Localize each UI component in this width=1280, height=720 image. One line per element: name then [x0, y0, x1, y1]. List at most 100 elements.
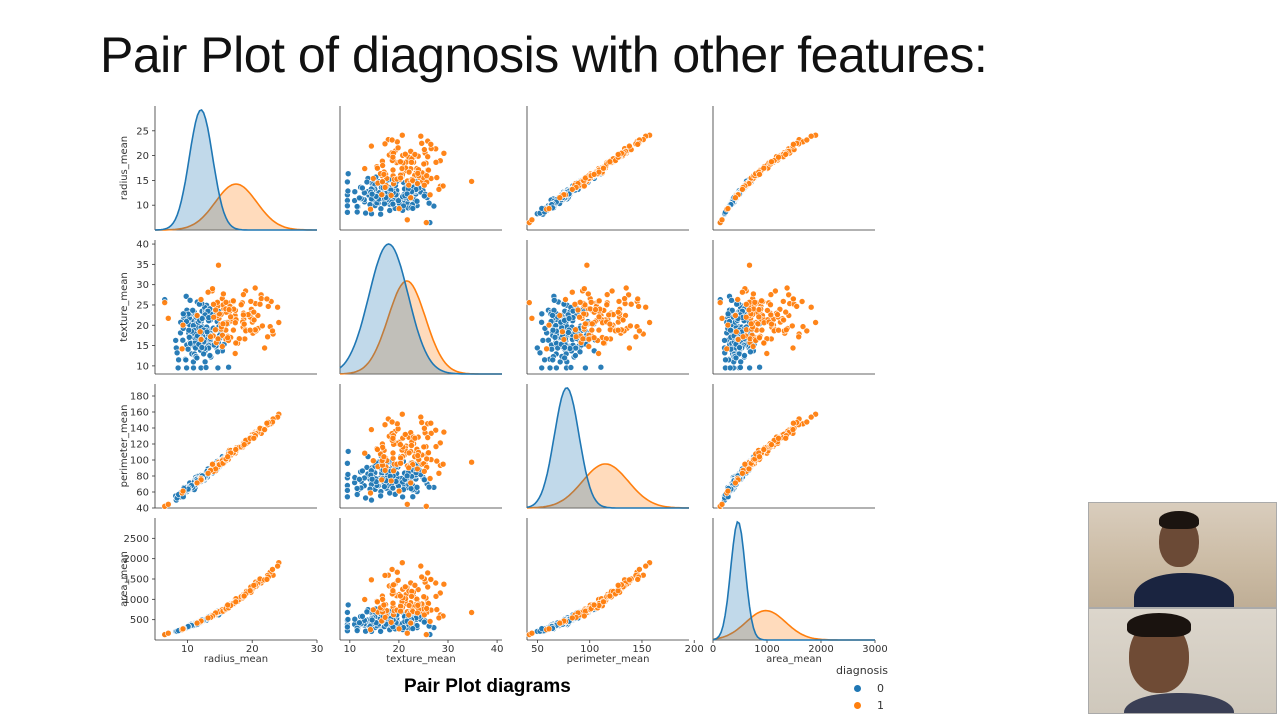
- scatter-point-1: [380, 601, 388, 609]
- scatter-point-1: [401, 583, 409, 591]
- scatter-point-1: [257, 295, 265, 302]
- scatter-point-1: [381, 614, 389, 621]
- scatter-point-1: [398, 131, 406, 139]
- scatter-point-1: [274, 303, 281, 311]
- scatter-point-1: [251, 284, 259, 292]
- scatter-point-1: [755, 306, 763, 313]
- x-axis-label: texture_mean: [386, 654, 455, 665]
- scatter-point-1: [250, 434, 258, 442]
- scatter-point-1: [407, 479, 415, 487]
- scatter-point-0: [179, 336, 187, 344]
- scatter-point-1: [595, 313, 603, 321]
- legend-item-0: 0: [836, 680, 888, 697]
- scatter-point-1: [767, 301, 774, 309]
- scatter-point-1: [600, 598, 607, 606]
- scatter-point-1: [405, 464, 413, 472]
- scatter-point-1: [724, 321, 732, 329]
- scatter-point-0: [551, 333, 559, 341]
- scatter-point-1: [367, 626, 374, 633]
- scatter-point-1: [439, 182, 447, 190]
- scatter-point-1: [388, 136, 396, 144]
- scatter-point-1: [250, 308, 258, 316]
- y-tick-label: 500: [130, 615, 149, 626]
- scatter-point-1: [580, 285, 588, 293]
- scatter-point-1: [608, 287, 616, 295]
- scatter-point-1: [634, 141, 642, 148]
- scatter-point-1: [420, 443, 428, 451]
- x-tick-label: 10: [343, 644, 356, 655]
- scatter-point-1: [210, 300, 217, 308]
- scatter-point-1: [263, 576, 271, 583]
- scatter-point-1: [212, 306, 219, 314]
- scatter-point-1: [275, 319, 283, 326]
- scatter-point-1: [433, 457, 441, 465]
- scatter-point-1: [568, 288, 576, 296]
- scatter-point-1: [236, 335, 243, 343]
- scatter-point-0: [582, 364, 589, 372]
- scatter-point-0: [353, 203, 361, 210]
- scatter-point-1: [414, 609, 421, 617]
- scatter-point-1: [395, 205, 403, 212]
- scatter-point-0: [565, 329, 572, 336]
- scatter-point-1: [417, 413, 425, 421]
- legend-label-1: 1: [877, 699, 884, 712]
- scatter-point-1: [214, 335, 222, 343]
- scatter-point-1: [403, 216, 411, 224]
- scatter-point-0: [344, 459, 351, 467]
- scatter-point-1: [741, 460, 749, 468]
- scatter-point-1: [433, 174, 441, 181]
- scatter-point-1: [394, 576, 402, 584]
- x-tick-label: 2000: [808, 644, 833, 655]
- scatter-point-1: [401, 431, 409, 438]
- scatter-point-0: [344, 487, 351, 494]
- scatter-point-1: [775, 326, 782, 334]
- scatter-point-1: [387, 477, 395, 485]
- scatter-point-1: [590, 334, 598, 342]
- scatter-point-1: [528, 629, 536, 637]
- scatter-point-1: [427, 141, 435, 148]
- scatter-point-1: [388, 418, 396, 426]
- scatter-point-0: [198, 344, 206, 351]
- scatter-point-1: [389, 455, 397, 462]
- scatter-point-1: [369, 457, 377, 465]
- scatter-point-1: [403, 629, 411, 637]
- scatter-point-0: [425, 483, 433, 491]
- scatter-point-1: [381, 140, 389, 148]
- scatter-point-1: [398, 410, 406, 418]
- scatter-point-1: [768, 158, 775, 165]
- scatter-point-0: [747, 348, 754, 356]
- scatter-point-0: [420, 192, 428, 200]
- scatter-point-1: [232, 446, 240, 453]
- scatter-point-1: [798, 298, 806, 305]
- scatter-point-1: [432, 159, 440, 166]
- scatter-point-0: [538, 318, 545, 326]
- scatter-point-1: [407, 619, 415, 627]
- x-tick-label: 3000: [862, 644, 887, 655]
- scatter-point-1: [209, 460, 216, 468]
- scatter-point-1: [426, 618, 434, 625]
- scatter-point-1: [224, 334, 231, 342]
- x-tick-label: 50: [531, 644, 544, 655]
- scatter-point-1: [782, 434, 790, 442]
- scatter-point-1: [379, 162, 386, 169]
- x-axis-label: area_mean: [766, 654, 822, 665]
- scatter-point-0: [413, 483, 421, 491]
- scatter-point-1: [246, 326, 254, 334]
- scatter-point-1: [763, 350, 771, 357]
- scatter-point-1: [614, 308, 622, 316]
- scatter-point-1: [646, 319, 653, 326]
- scatter-point-0: [538, 364, 546, 372]
- x-tick-label: 30: [311, 644, 324, 655]
- scatter-point-1: [807, 303, 815, 311]
- scatter-point-1: [576, 313, 583, 321]
- scatter-point-1: [556, 619, 564, 627]
- scatter-point-1: [417, 132, 425, 140]
- scatter-point-1: [758, 297, 765, 305]
- scatter-point-1: [394, 144, 402, 152]
- scatter-point-1: [746, 261, 753, 269]
- scatter-point-1: [398, 559, 406, 567]
- scatter-point-1: [642, 562, 650, 570]
- scatter-point-1: [395, 487, 403, 495]
- scatter-point-1: [378, 191, 386, 198]
- scatter-point-1: [401, 150, 409, 158]
